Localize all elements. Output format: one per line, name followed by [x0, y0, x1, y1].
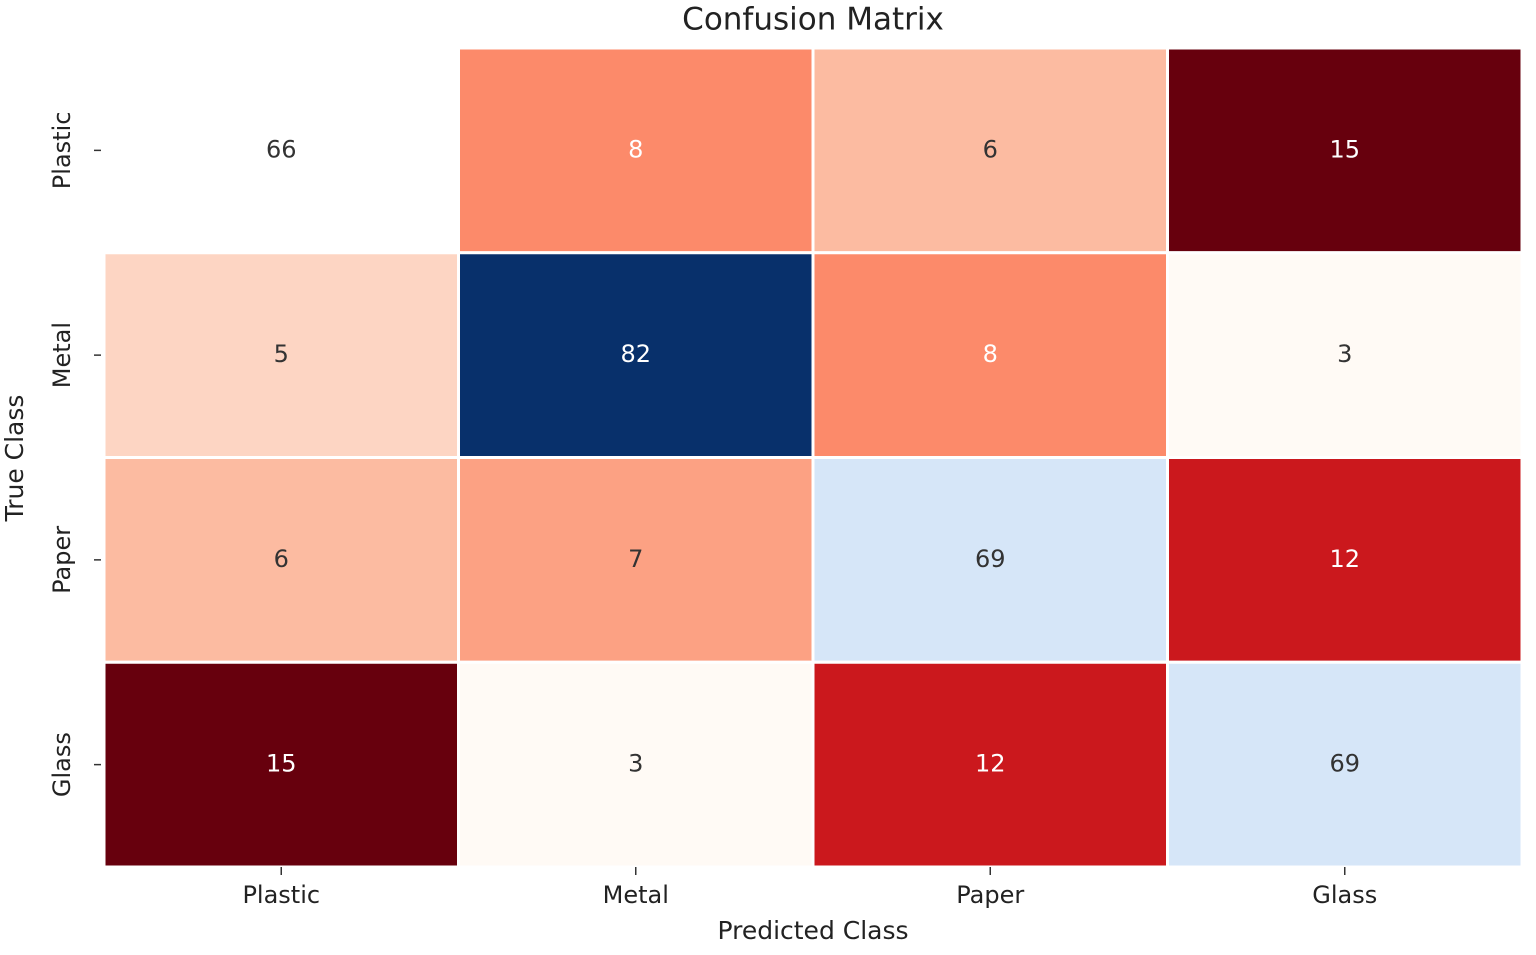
cell-value-label: 8: [983, 340, 998, 368]
cell-value-label: 15: [1329, 135, 1360, 163]
chart-title: Confusion Matrix: [682, 2, 944, 38]
y-axis-label: True Class: [0, 395, 29, 523]
heatmap-cell: [102, 46, 460, 255]
heatmap-cell: [1166, 46, 1524, 255]
heatmap-cell: [457, 660, 815, 869]
cell-value-label: 7: [628, 545, 643, 573]
heatmap-cell: [811, 660, 1169, 869]
cell-value-label: 69: [975, 545, 1006, 573]
y-tick-label: Plastic: [48, 112, 76, 190]
heatmap-cell: [457, 46, 815, 255]
cell-value-label: 69: [1329, 750, 1360, 778]
cell-value-label: 6: [983, 135, 998, 163]
cell-value-label: 66: [266, 135, 297, 163]
heatmap-cell: [102, 660, 460, 869]
heatmap-cell: [102, 251, 460, 459]
x-axis-label: Predicted Class: [717, 916, 908, 945]
cell-value-label: 12: [1329, 545, 1360, 573]
y-tick-label: Metal: [48, 322, 76, 388]
heatmap-cell: [811, 46, 1169, 255]
heatmap-cell: [1166, 251, 1524, 459]
cell-value-label: 82: [620, 340, 651, 368]
x-tick-label: Plastic: [242, 881, 320, 909]
heatmap-cell: [1166, 660, 1524, 869]
x-tick-label: Paper: [956, 881, 1024, 909]
x-tick-label: Metal: [603, 881, 669, 909]
x-tick-label: Glass: [1312, 881, 1377, 909]
cell-value-label: 3: [628, 750, 643, 778]
cell-value-label: 15: [266, 750, 297, 778]
y-tick-label: Glass: [48, 732, 76, 797]
cell-value-label: 12: [975, 750, 1006, 778]
heatmap-cell: [1166, 456, 1524, 664]
cell-value-label: 6: [274, 545, 289, 573]
cell-value-label: 3: [1337, 340, 1352, 368]
heatmap-cell: [457, 456, 815, 664]
cell-value-label: 8: [628, 135, 643, 163]
cell-value-label: 5: [274, 340, 289, 368]
y-tick-label: Paper: [48, 526, 76, 594]
heatmap-cell: [457, 251, 815, 459]
